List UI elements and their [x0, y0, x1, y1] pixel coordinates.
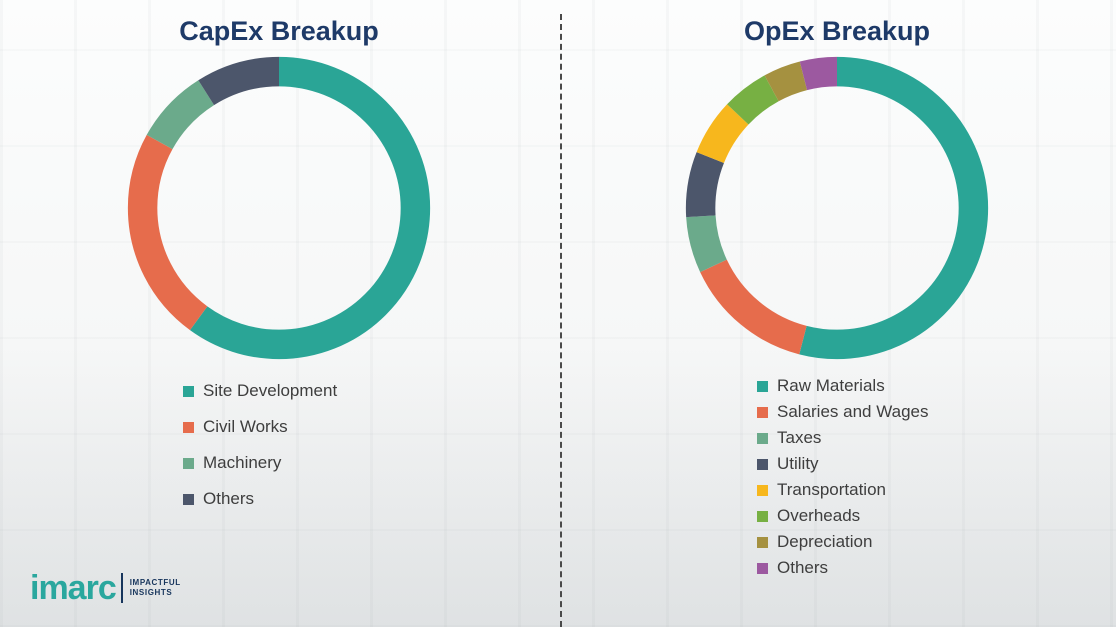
logo-divider-bar [120, 573, 123, 603]
legend-item: Overheads [757, 503, 977, 529]
imarc-logo-wordmark: imarc [30, 569, 117, 607]
legend-swatch-transportation [757, 484, 768, 496]
legend-label: Salaries and Wages [777, 402, 929, 421]
capex-donut-wrap [124, 53, 434, 363]
capex-panel: CapEx Breakup Site Development Civil Wor… [124, 16, 434, 517]
legend-item: Transportation [757, 477, 977, 503]
legend-label: Overheads [777, 506, 861, 525]
legend-swatch-site-development [183, 385, 194, 397]
legend-item: Utility [757, 451, 977, 477]
legend-swatch-taxes [757, 432, 768, 444]
legend-item: Depreciation [757, 529, 977, 555]
donut-segment [685, 56, 989, 360]
donut-segment [127, 56, 431, 360]
imarc-logo-tagline: IMPACTFUL INSIGHTS [130, 578, 181, 598]
opex-chart-title: OpEx Breakup [743, 16, 931, 46]
legend-swatch-opex-others [757, 562, 768, 574]
opex-donut-chart [685, 56, 989, 360]
donut-segment [127, 56, 431, 360]
legend-label: Others [777, 558, 829, 577]
legend-label: Site Development [203, 381, 338, 400]
dashed-divider [560, 14, 562, 627]
legend-item: Raw Materials [757, 373, 977, 399]
legend-swatch-capex-others [183, 493, 194, 505]
imarc-logo: imarc IMPACTFUL INSIGHTS [30, 571, 181, 605]
legend-item: Site Development [183, 373, 403, 409]
tagline-line-1: IMPACTFUL [129, 578, 181, 587]
legend-item: Salaries and Wages [757, 399, 977, 425]
legend-swatch-civil-works [183, 421, 194, 433]
opex-legend: Raw Materials Salaries and Wages Taxes U… [757, 373, 977, 581]
opex-panel: OpEx Breakup Raw Materials Salaries and … [558, 0, 1116, 627]
capex-legend: Site Development Civil Works Machinery O… [183, 373, 403, 517]
tagline-line-2: INSIGHTS [129, 588, 173, 597]
legend-label: Civil Works [203, 417, 288, 436]
legend-label: Raw Materials [777, 376, 885, 395]
legend-label: Transportation [777, 480, 886, 499]
capex-donut-chart [127, 56, 431, 360]
opex-donut-wrap [682, 53, 992, 363]
legend-item: Others [183, 481, 403, 517]
legend-item: Others [757, 555, 977, 581]
legend-label: Others [203, 489, 255, 508]
legend-label: Depreciation [777, 532, 873, 551]
legend-swatch-salaries-and-wages [757, 406, 768, 418]
legend-swatch-raw-materials [757, 380, 768, 392]
legend-item: Taxes [757, 425, 977, 451]
donut-segment [685, 56, 989, 360]
legend-item: Machinery [183, 445, 403, 481]
legend-item: Civil Works [183, 409, 403, 445]
legend-swatch-machinery [183, 457, 194, 469]
capex-chart-title: CapEx Breakup [179, 16, 379, 46]
legend-label: Utility [777, 454, 819, 473]
legend-label: Taxes [777, 428, 822, 447]
legend-swatch-utility [757, 458, 768, 470]
legend-swatch-overheads [757, 510, 768, 522]
legend-swatch-depreciation [757, 536, 768, 548]
legend-label: Machinery [203, 453, 282, 472]
